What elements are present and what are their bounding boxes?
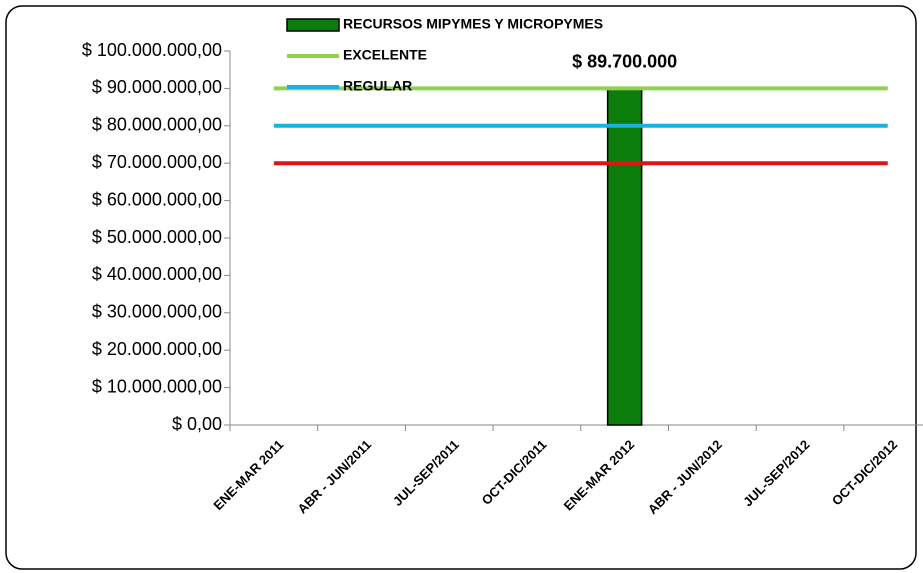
legend-label: REGULAR [343, 78, 412, 94]
chart-frame [5, 5, 917, 570]
bar [606, 88, 643, 426]
y-tick-label: $ 20.000.000,00 [92, 339, 222, 359]
y-tick-label: $ 10.000.000,00 [92, 376, 222, 396]
y-tick-label: $ 80.000.000,00 [92, 115, 222, 135]
legend-swatch [286, 18, 340, 32]
y-tick-label: $ 70.000.000,00 [92, 152, 222, 172]
y-tick-label: $ 100.000.000,00 [82, 40, 222, 60]
y-tick-label: $ 40.000.000,00 [92, 264, 222, 284]
y-tick-label: $ 90.000.000,00 [92, 77, 222, 97]
legend-label: RECURSOS MIPYMES Y MICROPYMES [343, 16, 603, 32]
y-tick-label: $ 30.000.000,00 [92, 302, 222, 322]
y-tick-label: $ 60.000.000,00 [92, 189, 222, 209]
y-tick-label: $ 0,00 [172, 414, 222, 434]
y-tick-label: $ 50.000.000,00 [92, 227, 222, 247]
value-label: $ 89.700.000 [572, 51, 677, 71]
legend-label: EXCELENTE [343, 47, 427, 63]
